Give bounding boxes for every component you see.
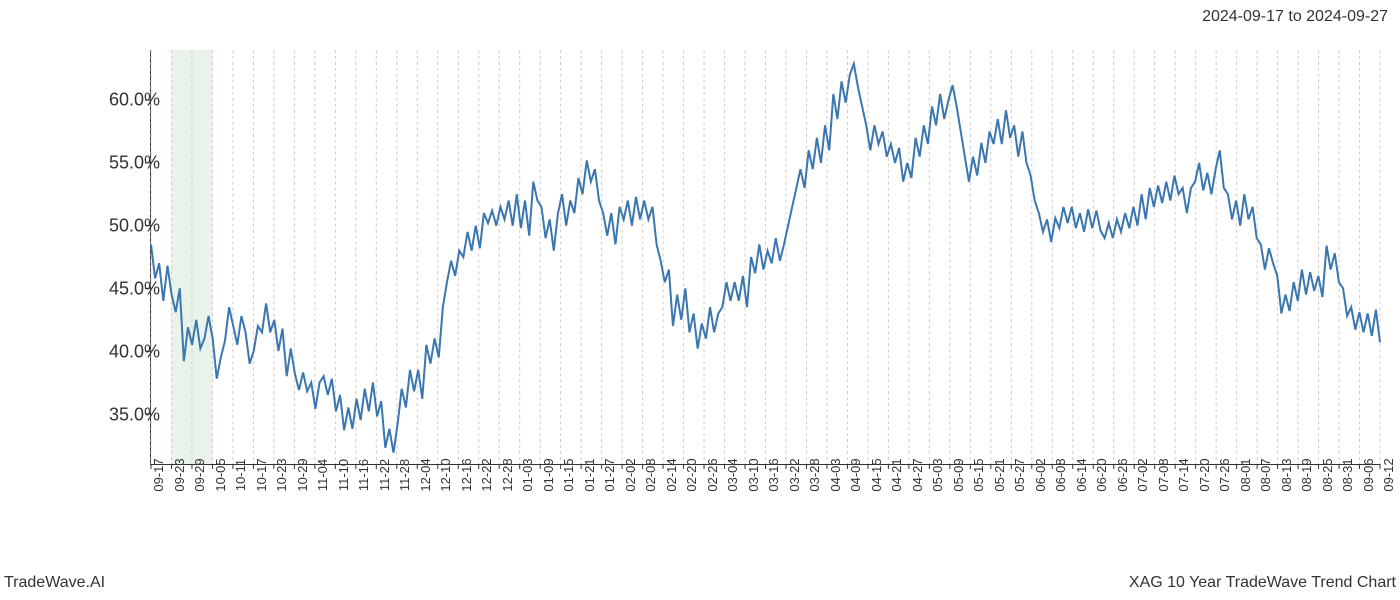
x-tick-label: 02-14: [664, 458, 679, 491]
x-tick-label: 07-20: [1197, 458, 1212, 491]
y-tick-label: 40.0%: [60, 341, 160, 362]
x-tick-label: 01-27: [602, 458, 617, 491]
x-tick-label: 03-22: [787, 458, 802, 491]
x-tick-label: 06-26: [1115, 458, 1130, 491]
y-tick-label: 35.0%: [60, 404, 160, 425]
x-tick-label: 07-08: [1156, 458, 1171, 491]
x-tick-label: 06-20: [1094, 458, 1109, 491]
x-tick-label: 12-28: [500, 458, 515, 491]
x-tick-label: 05-15: [971, 458, 986, 491]
x-tick-label: 08-13: [1279, 458, 1294, 491]
x-tick-label: 12-16: [459, 458, 474, 491]
x-tick-label: 08-25: [1320, 458, 1335, 491]
x-tick-label: 03-04: [725, 458, 740, 491]
plot-area: 09-1709-2309-2910-0510-1110-1710-2310-29…: [150, 50, 1380, 465]
y-tick-label: 50.0%: [60, 216, 160, 237]
x-tick-label: 01-03: [520, 458, 535, 491]
y-tick-label: 60.0%: [60, 90, 160, 111]
x-tick-label: 02-20: [684, 458, 699, 491]
x-tick-label: 10-11: [233, 459, 248, 491]
x-tick-label: 10-29: [295, 458, 310, 491]
x-tick-label: 09-17: [151, 458, 166, 491]
x-tick-label: 10-23: [274, 458, 289, 491]
chart-container: 2024-09-17 to 2024-09-27 09-1709-2309-29…: [0, 0, 1400, 600]
x-tick-label: 03-28: [807, 458, 822, 491]
watermark-left: TradeWave.AI: [4, 574, 105, 592]
x-tick-label: 12-04: [418, 458, 433, 491]
x-tick-label: 12-22: [479, 458, 494, 491]
x-tick-label: 09-12: [1381, 458, 1396, 491]
x-tick-label: 03-10: [746, 458, 761, 491]
x-tick-label: 01-21: [582, 458, 597, 491]
x-tick-label: 04-27: [910, 458, 925, 491]
x-tick-label: 02-26: [705, 458, 720, 491]
x-tick-label: 08-31: [1340, 458, 1355, 491]
line-chart-svg: [151, 50, 1380, 464]
x-tick-label: 09-29: [192, 458, 207, 491]
x-tick-label: 05-09: [951, 458, 966, 491]
x-tick-label: 11-16: [356, 459, 371, 491]
date-range-label: 2024-09-17 to 2024-09-27: [1202, 8, 1388, 26]
x-tick-label: 11-28: [397, 459, 412, 491]
x-tick-label: 10-05: [213, 458, 228, 491]
x-tick-label: 02-02: [623, 458, 638, 491]
x-tick-label: 04-03: [828, 458, 843, 491]
x-tick-label: 03-16: [766, 458, 781, 491]
x-tick-label: 04-21: [889, 458, 904, 491]
x-tick-label: 04-09: [848, 458, 863, 491]
x-tick-label: 01-09: [541, 458, 556, 491]
x-tick-label: 10-17: [254, 458, 269, 491]
x-tick-label: 06-08: [1053, 458, 1068, 491]
x-tick-label: 05-21: [992, 458, 1007, 491]
x-tick-label: 08-19: [1299, 458, 1314, 491]
x-tick-label: 07-02: [1135, 458, 1150, 491]
y-tick-label: 45.0%: [60, 278, 160, 299]
x-tick-label: 06-02: [1033, 458, 1048, 491]
watermark-right: XAG 10 Year TradeWave Trend Chart: [1129, 574, 1396, 592]
x-tick-label: 04-15: [869, 458, 884, 491]
x-tick-label: 11-04: [315, 459, 330, 491]
x-tick-label: 11-10: [336, 459, 351, 491]
x-tick-label: 05-27: [1012, 458, 1027, 491]
x-tick-label: 06-14: [1074, 458, 1089, 491]
x-tick-label: 12-10: [438, 458, 453, 491]
x-tick-label: 08-01: [1238, 458, 1253, 491]
x-tick-label: 01-15: [561, 458, 576, 491]
x-tick-label: 07-14: [1176, 458, 1191, 491]
y-tick-label: 55.0%: [60, 153, 160, 174]
x-tick-label: 05-03: [930, 458, 945, 491]
x-tick-label: 11-22: [377, 459, 392, 491]
x-tick-label: 07-26: [1217, 458, 1232, 491]
x-tick-label: 08-07: [1258, 458, 1273, 491]
x-tick-label: 09-23: [172, 458, 187, 491]
x-tick-label: 02-08: [643, 458, 658, 491]
x-tick-label: 09-06: [1361, 458, 1376, 491]
